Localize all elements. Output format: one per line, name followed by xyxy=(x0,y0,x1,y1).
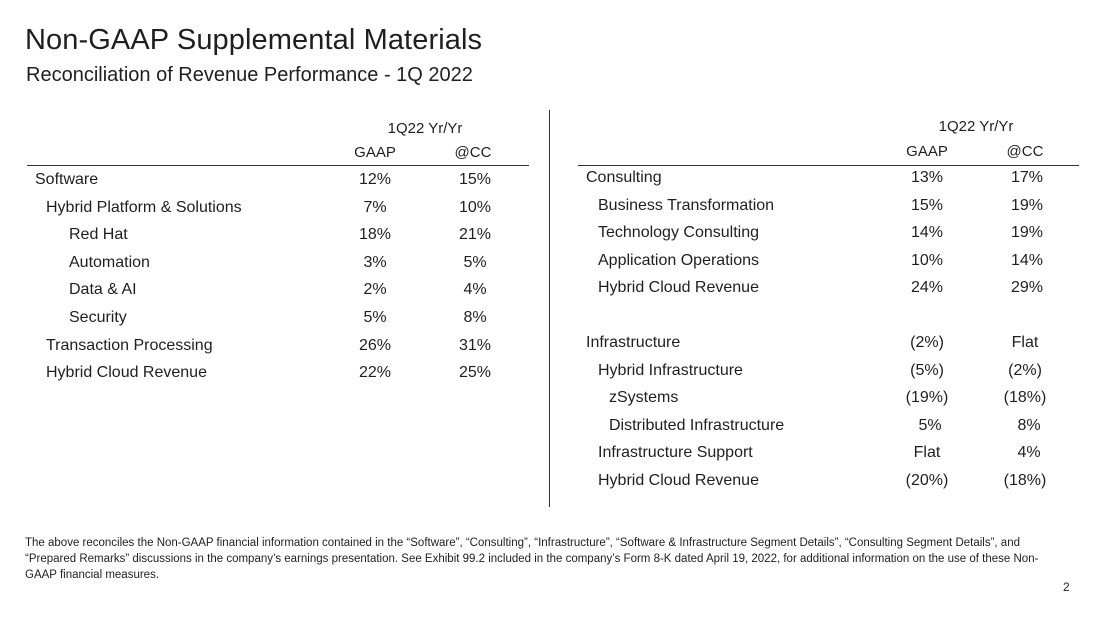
row-gaap: (5%) xyxy=(910,362,944,379)
row-cc: 8% xyxy=(1017,417,1041,434)
left-cc-header: @CC xyxy=(454,144,492,161)
row-label: Automation xyxy=(69,254,150,271)
row-gaap: (2%) xyxy=(910,334,944,351)
right-period-header: 1Q22 Yr/Yr xyxy=(938,118,1014,135)
row-label: Hybrid Infrastructure xyxy=(598,362,743,379)
row-gaap: 12% xyxy=(358,171,392,188)
row-label: Hybrid Platform & Solutions xyxy=(46,199,242,216)
row-cc: 21% xyxy=(458,226,492,243)
row-label: Security xyxy=(69,309,127,326)
row-cc: 31% xyxy=(458,337,492,354)
row-gaap: 24% xyxy=(910,279,944,296)
right-header-rule xyxy=(578,165,1079,166)
row-label: Consulting xyxy=(586,169,662,186)
row-cc: 25% xyxy=(458,364,492,381)
row-gaap: 3% xyxy=(363,254,387,271)
row-label: Infrastructure xyxy=(586,334,681,351)
row-cc: (18%) xyxy=(1003,472,1047,489)
left-period-header: 1Q22 Yr/Yr xyxy=(387,120,463,137)
row-cc: 14% xyxy=(1010,252,1044,269)
row-gaap: 26% xyxy=(358,337,392,354)
row-cc: Flat xyxy=(1011,334,1039,351)
row-cc: 29% xyxy=(1010,279,1044,296)
row-gaap: 10% xyxy=(910,252,944,269)
row-gaap: 7% xyxy=(363,199,387,216)
row-gaap: 14% xyxy=(910,224,944,241)
row-cc: 4% xyxy=(463,281,487,298)
footnote: The above reconciles the Non-GAAP financ… xyxy=(25,537,1039,581)
column-divider xyxy=(549,110,550,507)
left-gaap-header: GAAP xyxy=(354,144,396,161)
row-label: Hybrid Cloud Revenue xyxy=(46,364,207,381)
right-gaap-header: GAAP xyxy=(906,143,948,160)
row-label: Business Transformation xyxy=(598,197,775,214)
row-gaap: 5% xyxy=(363,309,387,326)
row-label: Infrastructure Support xyxy=(598,444,753,461)
row-gaap: 13% xyxy=(910,169,944,186)
row-gaap: (20%) xyxy=(905,472,949,489)
row-label: zSystems xyxy=(609,389,679,406)
row-label: Hybrid Cloud Revenue xyxy=(598,472,759,489)
row-cc: 4% xyxy=(1017,444,1041,461)
row-cc: 15% xyxy=(458,171,492,188)
row-label: Hybrid Cloud Revenue xyxy=(598,279,759,296)
row-cc: 19% xyxy=(1010,197,1044,214)
right-cc-header: @CC xyxy=(1006,143,1044,160)
row-cc: 8% xyxy=(463,309,487,326)
page-subtitle: Reconciliation of Revenue Performance - … xyxy=(26,64,473,86)
row-gaap: 15% xyxy=(910,197,944,214)
row-cc: 10% xyxy=(458,199,492,216)
page-title: Non-GAAP Supplemental Materials xyxy=(25,24,483,56)
left-header-rule xyxy=(27,165,529,166)
row-cc: (2%) xyxy=(1008,362,1042,379)
row-gaap: 5% xyxy=(918,417,942,434)
row-gaap: 2% xyxy=(363,281,387,298)
row-label: Red Hat xyxy=(69,226,128,243)
row-cc: 19% xyxy=(1010,224,1044,241)
row-label: Transaction Processing xyxy=(46,337,213,354)
row-gaap: 22% xyxy=(358,364,392,381)
row-label: Technology Consulting xyxy=(598,224,759,241)
row-cc: (18%) xyxy=(1003,389,1047,406)
row-label: Distributed Infrastructure xyxy=(609,417,785,434)
row-gaap: (19%) xyxy=(905,389,949,406)
row-gaap: 18% xyxy=(358,226,392,243)
row-gaap: Flat xyxy=(913,444,941,461)
row-label: Software xyxy=(35,171,99,188)
page-number: 2 xyxy=(1063,580,1070,594)
row-cc: 17% xyxy=(1010,169,1044,186)
row-label: Application Operations xyxy=(598,252,759,269)
row-cc: 5% xyxy=(463,254,487,271)
row-label: Data & AI xyxy=(69,281,137,298)
